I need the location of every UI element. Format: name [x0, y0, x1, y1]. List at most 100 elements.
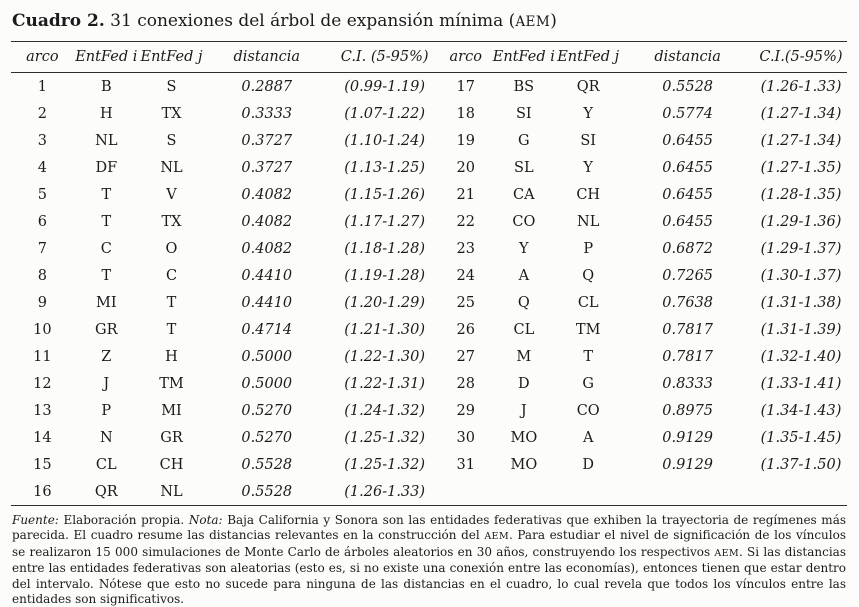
header-entfed-j-right: EntFed j	[556, 41, 621, 73]
ci-cell: (1.15-1.26)	[344, 186, 426, 203]
distance-cell: 0.9129	[662, 456, 714, 473]
ci-cell: (1.27-1.35)	[760, 159, 842, 176]
entfed-i-cell: GR	[95, 321, 118, 338]
distance-cell: 0.6872	[662, 240, 714, 257]
table-caption-acronym: AEM	[515, 14, 551, 30]
entfed-j-cell: A	[582, 429, 594, 446]
entfed-i-cell	[492, 478, 556, 506]
header-arco-left: arco	[11, 41, 74, 73]
footnote-text-2: Baja California y Sonora son las entidad…	[12, 513, 847, 543]
arc-cell: 17	[456, 78, 475, 95]
entfed-i-cell: MI	[96, 294, 117, 311]
table-caption-number: Cuadro 2.	[12, 11, 105, 31]
entfed-j-cell: MI	[161, 402, 182, 419]
table-row: 14 N GR 0.5270 (1.25-1.32) 30 MO A 0.9129 (1.35-1…	[11, 424, 847, 451]
ci-cell: (1.13-1.25)	[344, 159, 426, 176]
arc-cell: 7	[37, 240, 47, 257]
distance-cell: 0.4082	[241, 213, 293, 230]
ci-cell: (1.20-1.29)	[344, 294, 426, 311]
arc-cell: 1	[37, 78, 47, 95]
ci-cell: (1.27-1.34)	[760, 132, 842, 149]
entfed-i-cell: T	[101, 267, 112, 284]
header-entfed-j-left: EntFed j	[138, 41, 205, 73]
entfed-i-cell: A	[518, 267, 530, 284]
arc-cell	[440, 478, 492, 506]
entfed-j-cell: NL	[160, 483, 183, 500]
entfed-j-cell: TM	[159, 375, 184, 392]
entfed-i-cell: QR	[94, 483, 118, 500]
entfed-j-cell: TX	[161, 213, 182, 230]
table-row: 10 GR T 0.4714 (1.21-1.30) 26 CL TM 0.7817 (1.31-…	[11, 316, 847, 343]
table-row: 4 DF NL 0.3727 (1.13-1.25) 20 SL Y 0.6455 (1.27-1…	[11, 154, 847, 181]
table-row: 13 P MI 0.5270 (1.24-1.32) 29 J CO 0.8975 (1.34-1…	[11, 397, 847, 424]
ci-cell: (1.19-1.28)	[344, 267, 426, 284]
entfed-i-cell: G	[518, 132, 530, 149]
arc-cell: 21	[456, 186, 475, 203]
entfed-i-cell: P	[101, 402, 112, 419]
arc-cell: 4	[37, 159, 47, 176]
entfed-i-cell: Y	[519, 240, 529, 257]
entfed-j-cell: T	[166, 321, 177, 338]
arc-cell: 6	[37, 213, 47, 230]
entfed-i-cell: CO	[512, 213, 536, 230]
entfed-i-cell: DF	[95, 159, 118, 176]
distance-cell: 0.6455	[662, 186, 714, 203]
entfed-j-cell: CL	[577, 294, 599, 311]
arc-cell: 18	[456, 105, 475, 122]
ci-cell: (1.26-1.33)	[760, 78, 842, 95]
distance-cell: 0.3727	[241, 159, 293, 176]
entfed-i-cell: J	[520, 402, 527, 419]
table-footnote: Fuente: Elaboración propia. Nota: Baja C…	[12, 513, 846, 607]
distance-cell: 0.7638	[662, 294, 714, 311]
fuente-label: Fuente:	[12, 513, 59, 527]
header-entfed-i-right: EntFed i	[491, 41, 557, 73]
arc-cell: 13	[33, 402, 52, 419]
ci-cell: (1.17-1.27)	[344, 213, 426, 230]
ci-cell: (1.25-1.32)	[344, 456, 426, 473]
entfed-j-cell: CH	[159, 456, 184, 473]
distance-cell: 0.8975	[662, 402, 714, 419]
nota-label: Nota:	[188, 513, 223, 527]
distance-cell: 0.6455	[662, 159, 714, 176]
ci-cell: (1.22-1.30)	[344, 348, 426, 365]
ci-cell: (1.26-1.33)	[344, 483, 426, 500]
entfed-j-cell: S	[166, 78, 177, 95]
footnote-acronym-2: AEM	[714, 547, 740, 559]
ci-cell: (1.10-1.24)	[344, 132, 426, 149]
entfed-j-cell	[556, 478, 620, 506]
entfed-i-cell: D	[518, 375, 530, 392]
entfed-i-cell: CL	[95, 456, 117, 473]
table-row: 7 C O 0.4082 (1.18-1.28) 23 Y P 0.6872 (1.29-1.37…	[11, 235, 847, 262]
distance-cell: 0.9129	[662, 429, 714, 446]
distance-cell: 0.4082	[241, 240, 293, 257]
distance-cell: 0.4082	[241, 186, 293, 203]
distance-cell: 0.5000	[241, 375, 293, 392]
header-distancia-left: distancia	[204, 41, 330, 73]
footnote-text-3: . Para estudiar el nivel de significació…	[12, 528, 846, 559]
ci-cell: (1.31-1.39)	[760, 321, 842, 338]
header-distancia-right: distancia	[620, 41, 755, 73]
entfed-i-cell: MO	[510, 429, 538, 446]
ci-cell: (1.22-1.31)	[344, 375, 426, 392]
distance-cell: 0.8333	[662, 375, 714, 392]
entfed-i-cell: J	[103, 375, 110, 392]
distance-cell: 0.4410	[241, 294, 293, 311]
entfed-i-cell: N	[99, 429, 113, 446]
entfed-i-cell: Z	[101, 348, 112, 365]
distance-cell: 0.5000	[241, 348, 293, 365]
table-caption-text: 31 conexiones del árbol de expansión mín…	[104, 11, 516, 31]
entfed-j-cell: TX	[161, 105, 182, 122]
table-header-row: arco EntFed i EntFed j distancia C.I. (5…	[11, 41, 847, 73]
distance-cell: 0.2887	[241, 78, 293, 95]
entfed-i-cell: CA	[513, 186, 535, 203]
arc-cell: 8	[37, 267, 47, 284]
arc-cell: 10	[33, 321, 52, 338]
entfed-j-cell: C	[165, 267, 178, 284]
ci-cell: (1.21-1.30)	[344, 321, 426, 338]
mst-connections-table: arco EntFed i EntFed j distancia C.I. (5…	[11, 41, 847, 506]
table-body: 1 B S 0.2887 (0.99-1.19) 17 BS QR 0.5528 (1.26-1.…	[11, 73, 847, 506]
entfed-j-cell: Y	[583, 159, 593, 176]
arc-cell: 28	[456, 375, 475, 392]
table-row: 15 CL CH 0.5528 (1.25-1.32) 31 MO D 0.9129 (1.37-…	[11, 451, 847, 478]
distance-cell: 0.4410	[241, 267, 293, 284]
